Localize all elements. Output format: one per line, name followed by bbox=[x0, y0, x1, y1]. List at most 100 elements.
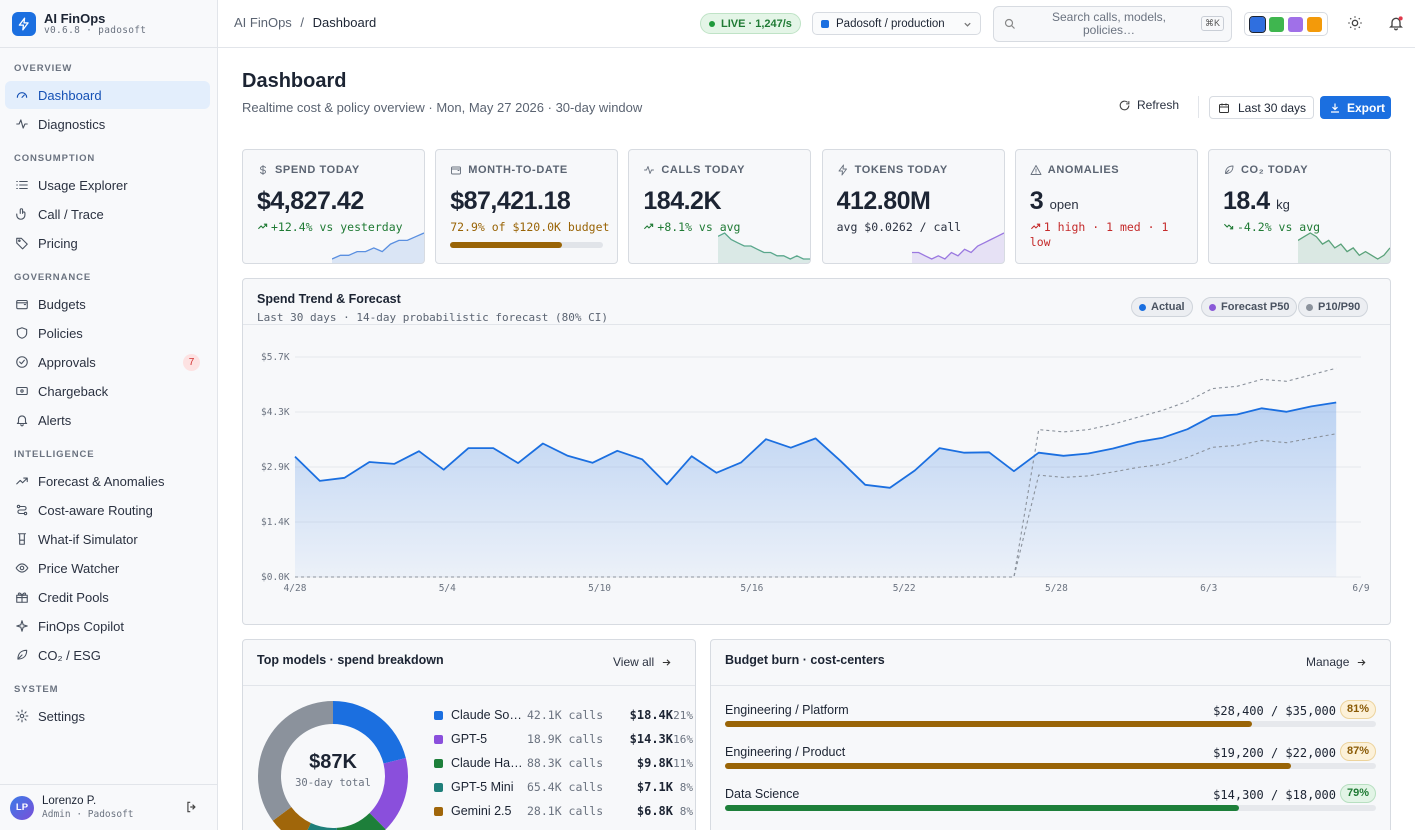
app-version: v0.6.8 · padosoft bbox=[44, 24, 147, 36]
kpi-card-spend-today[interactable]: SPEND TODAY $4,827.42 +12.4% vs yesterday bbox=[242, 149, 425, 264]
activity-icon bbox=[16, 119, 28, 129]
live-badge: LIVE · 1,247/s bbox=[700, 13, 801, 34]
sidebar-item-price-watcher[interactable]: Price Watcher bbox=[5, 554, 210, 582]
date-range-button[interactable]: Last 30 days bbox=[1209, 96, 1314, 119]
model-spend-donut[interactable] bbox=[253, 696, 413, 830]
donut-slice[interactable] bbox=[369, 758, 409, 830]
kpi-subtext: -4.2% vs avg bbox=[1223, 220, 1320, 235]
kpi-subtext-label: 1 high · 1 med · 1 low bbox=[1029, 220, 1169, 249]
donut-slice[interactable] bbox=[336, 812, 386, 830]
sidebar-item-usage-explorer[interactable]: Usage Explorer bbox=[5, 171, 210, 199]
legend-label: P10/P90 bbox=[1318, 301, 1361, 313]
x-tick-label: 6/3 bbox=[1200, 583, 1217, 594]
spend-trend-chart[interactable]: $0.0K $1.4K $2.9K $4.3K $5.7K 4/28 5/4 5/10 5/16… bbox=[243, 326, 1390, 625]
export-button[interactable]: Export bbox=[1320, 96, 1391, 119]
sidebar-item-label: Cost-aware Routing bbox=[38, 502, 153, 518]
donut-slice[interactable] bbox=[301, 823, 338, 830]
budget-percent-badge: 81% bbox=[1340, 700, 1376, 719]
manage-link[interactable]: Manage bbox=[1306, 655, 1367, 669]
avatar[interactable]: LP bbox=[10, 795, 34, 820]
logout-icon[interactable] bbox=[185, 800, 199, 814]
sidebar-item-finops-copilot[interactable]: FinOps Copilot bbox=[5, 612, 210, 640]
model-spend: $14.3K bbox=[629, 732, 673, 746]
sidebar-item-what-if-simulator[interactable]: What-if Simulator bbox=[5, 525, 210, 553]
sidebar-item-credit-pools[interactable]: Credit Pools bbox=[5, 583, 210, 611]
kpi-card-anomalies[interactable]: ANOMALIES 3 open 1 high · 1 med · 1 low bbox=[1014, 149, 1198, 264]
kpi-value-number: 184.2K bbox=[643, 187, 722, 215]
leaf-icon bbox=[17, 649, 28, 660]
sidebar: AI FinOps v0.6.8 · padosoft OVERVIEW Dash… bbox=[0, 0, 218, 830]
theme-swatch[interactable] bbox=[1307, 16, 1322, 32]
sidebar-item-call-trace[interactable]: Call / Trace bbox=[5, 200, 210, 228]
kpi-label: TOKENS TODAY bbox=[837, 164, 948, 176]
view-all-link[interactable]: View all bbox=[613, 655, 672, 669]
sidebar-item-dashboard[interactable]: Dashboard bbox=[5, 81, 210, 109]
brand[interactable]: AI FinOps v0.6.8 · padosoft bbox=[0, 0, 217, 48]
breadcrumb-root[interactable]: AI FinOps bbox=[234, 15, 292, 30]
donut-slice[interactable] bbox=[272, 807, 311, 830]
theme-swatches[interactable] bbox=[1244, 12, 1328, 36]
theme-swatch[interactable] bbox=[1249, 15, 1266, 33]
sidebar-item-label: What-if Simulator bbox=[38, 531, 138, 547]
environment-selector[interactable]: Padosoft / production bbox=[812, 12, 981, 35]
kpi-card-month-to-date[interactable]: MONTH-TO-DATE $87,421.18 72.9% of $120.0K … bbox=[435, 149, 619, 264]
donut-slice[interactable] bbox=[257, 701, 333, 821]
budget-row[interactable]: Engineering / Platform $28,400 / $35,000 8… bbox=[725, 700, 1376, 743]
model-calls: 28.1K calls bbox=[527, 804, 604, 818]
model-row[interactable]: GPT-5 Mini 65.4K calls $7.1K 8% bbox=[434, 775, 694, 799]
sun-icon[interactable] bbox=[1347, 15, 1363, 31]
budget-progress-fill bbox=[450, 242, 562, 248]
eye-icon bbox=[15, 563, 29, 573]
kpi-label-text: CO₂ TODAY bbox=[1241, 164, 1309, 176]
model-row[interactable]: Gemini 2.5 28.1K calls $6.8K 8% bbox=[434, 799, 694, 823]
legend-item[interactable]: P10/P90 bbox=[1298, 297, 1369, 317]
kpi-label: SPEND TODAY bbox=[257, 164, 360, 176]
donut-slice[interactable] bbox=[333, 701, 406, 764]
calendar-icon bbox=[1219, 103, 1229, 113]
page-subtitle: Realtime cost & policy overview · Mon, M… bbox=[242, 100, 643, 115]
sidebar-item-diagnostics[interactable]: Diagnostics bbox=[5, 110, 210, 138]
model-share: 21% bbox=[673, 708, 693, 722]
model-row[interactable]: GPT-5 18.9K calls $14.3K 16% bbox=[434, 727, 694, 751]
theme-swatch[interactable] bbox=[1288, 16, 1303, 32]
kpi-value: 3 open bbox=[1030, 187, 1079, 216]
bell-icon[interactable] bbox=[1388, 15, 1404, 31]
user-bar[interactable]: LP Lorenzo P. Admin · Padosoft bbox=[0, 784, 217, 830]
legend-item[interactable]: Forecast P50 bbox=[1201, 297, 1298, 317]
trend-up-icon bbox=[644, 223, 654, 230]
panel-header: Budget burn · cost-centers Manage bbox=[711, 640, 1390, 686]
date-range-label: Last 30 days bbox=[1238, 100, 1307, 115]
sidebar-item-budgets[interactable]: Budgets bbox=[5, 290, 210, 318]
sidebar-item-approvals[interactable]: Approvals 7 bbox=[5, 348, 210, 376]
sidebar-item-co-esg[interactable]: CO₂ / ESG bbox=[5, 641, 210, 669]
sidebar-item-label: CO₂ / ESG bbox=[38, 647, 101, 663]
sidebar-item-label: Forecast & Anomalies bbox=[38, 473, 165, 489]
sidebar-item-settings[interactable]: Settings bbox=[5, 702, 210, 730]
gear-icon bbox=[15, 709, 29, 723]
sidebar-item-pricing[interactable]: Pricing bbox=[5, 229, 210, 257]
budget-row[interactable]: Data Science $14,300 / $18,000 79% bbox=[725, 784, 1376, 827]
kpi-card-calls-today[interactable]: CALLS TODAY 184.2K +8.1% vs avg bbox=[628, 149, 812, 264]
model-row[interactable]: Claude Haiku 88.3K calls $9.8K 11% bbox=[434, 751, 694, 775]
sidebar-item-alerts[interactable]: Alerts bbox=[5, 406, 210, 434]
legend-item[interactable]: Actual bbox=[1131, 297, 1193, 317]
refresh-button[interactable]: Refresh bbox=[1118, 98, 1179, 112]
sidebar-item-cost-aware-routing[interactable]: Cost-aware Routing bbox=[5, 496, 210, 524]
kpi-subtext-label: -4.2% vs avg bbox=[1237, 220, 1321, 234]
kpi-card-tokens-today[interactable]: TOKENS TODAY 412.80M avg $0.0262 / call bbox=[821, 149, 1005, 264]
receipt-icon bbox=[16, 386, 28, 396]
sidebar-item-forecast-anomalies[interactable]: Forecast & Anomalies bbox=[5, 467, 210, 495]
budget-row[interactable]: Engineering / Product $19,200 / $22,000 87… bbox=[725, 742, 1376, 785]
search-input[interactable]: Search calls, models, policies… ⌘K bbox=[993, 6, 1232, 42]
kpi-card-co-today[interactable]: CO₂ TODAY 18.4 kg -4.2% vs avg bbox=[1208, 149, 1391, 264]
user-role: Admin · Padosoft bbox=[42, 808, 134, 820]
budget-name: Engineering / Platform bbox=[725, 703, 849, 717]
theme-swatch[interactable] bbox=[1269, 16, 1284, 32]
sidebar-item-policies[interactable]: Policies bbox=[5, 319, 210, 347]
env-label: Padosoft / production bbox=[836, 17, 945, 30]
alert-icon bbox=[1030, 165, 1042, 175]
sidebar-item-label: Chargeback bbox=[38, 383, 109, 399]
top-models-panel: Top models · spend breakdown View all $8… bbox=[242, 639, 696, 830]
sidebar-item-chargeback[interactable]: Chargeback bbox=[5, 377, 210, 405]
